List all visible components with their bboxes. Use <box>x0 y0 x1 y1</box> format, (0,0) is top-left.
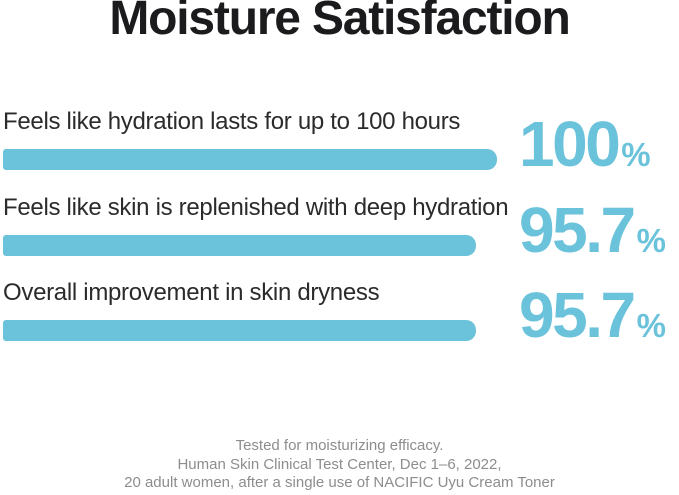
footnote-line: Tested for moisturizing efficacy. <box>235 437 444 454</box>
bar-track <box>3 320 497 341</box>
bar-label: Feels like skin is replenished with deep… <box>3 194 509 221</box>
percent-sign: % <box>636 222 666 259</box>
footnote-line: 20 adult women, after a single use of NA… <box>124 474 555 491</box>
bar-track <box>3 149 497 170</box>
value-number: 100 <box>519 108 621 180</box>
bar-label: Feels like hydration lasts for up to 100… <box>3 108 461 135</box>
value-number: 95.7 <box>519 194 636 266</box>
bar-value: 100 % <box>519 112 651 176</box>
value-number: 95.7 <box>519 279 636 351</box>
bar-row-deep-hydration: Feels like skin is replenished with deep… <box>3 194 676 264</box>
bar-track <box>3 235 497 256</box>
percent-sign: % <box>621 136 651 173</box>
footnote: Tested for moisturizing efficacy. Human … <box>0 437 679 493</box>
bar-row-skin-dryness: Overall improvement in skin dryness 95.7… <box>3 279 676 349</box>
bar-row-hydration-lasts: Feels like hydration lasts for up to 100… <box>3 108 676 178</box>
bar-value: 95.7 % <box>519 283 666 347</box>
bar-label: Overall improvement in skin dryness <box>3 279 380 306</box>
footnote-line: Human Skin Clinical Test Center, Dec 1–6… <box>177 455 502 473</box>
bar-value: 95.7 % <box>519 198 666 262</box>
bar-fill <box>3 320 476 341</box>
bar-fill <box>3 235 476 256</box>
chart-title: Moisture Satisfaction <box>109 0 570 45</box>
bar-fill <box>3 149 497 170</box>
percent-sign: % <box>636 307 666 344</box>
